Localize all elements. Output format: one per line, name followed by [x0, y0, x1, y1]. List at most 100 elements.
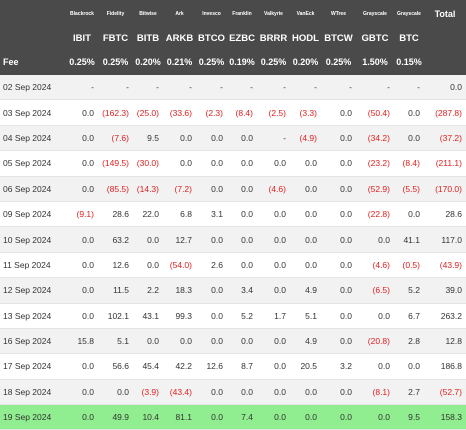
flow-cell: 0.0: [321, 404, 356, 430]
fee-cell: 0.25%: [66, 49, 98, 75]
ticker-header: FBTC: [98, 28, 133, 49]
flow-cell: 8.7: [227, 353, 257, 380]
flow-cell: 0.0: [133, 226, 163, 253]
issuer-header: Valkyrie: [257, 0, 290, 28]
flow-cell: 0.0: [257, 226, 290, 253]
flow-cell: -: [98, 75, 133, 101]
flow-cell: 4.9: [290, 328, 321, 355]
flow-cell: 0.0: [321, 379, 356, 406]
flow-cell: 0.0: [321, 201, 356, 228]
table-row: 10 Sep 2024 0.0 63.2 0.0 12.7 0.0 0.0 0.0 0.0 0.0…: [0, 226, 466, 253]
flow-cell: 0.0: [290, 252, 321, 279]
flow-cell: -: [356, 75, 394, 101]
corner-cell: [0, 28, 66, 49]
flow-cell: 0.0: [66, 226, 98, 253]
flow-cell: 0.0: [257, 201, 290, 228]
ticker-header: GBTC: [356, 28, 394, 49]
flow-cell: 5.1: [290, 303, 321, 329]
fee-total-cell: [424, 49, 466, 75]
flow-cell: 49.9: [98, 404, 133, 430]
flow-cell: 3.1: [196, 201, 227, 228]
flow-cell: 0.0: [227, 328, 257, 355]
flow-cell: 0.0: [196, 150, 227, 177]
flow-cell: (8.4): [227, 99, 257, 126]
date-cell: 12 Sep 2024: [0, 277, 66, 304]
issuer-header: Bitwise: [133, 0, 163, 28]
flow-cell: (4.9): [290, 125, 321, 152]
flow-cell: -: [257, 75, 290, 101]
flow-cell: (2.5): [257, 99, 290, 126]
flow-cell: (34.2): [356, 125, 394, 152]
flow-cell: 28.6: [98, 201, 133, 228]
total-cell: 0.0: [424, 75, 466, 101]
flow-cell: 41.1: [394, 226, 424, 253]
flow-cell: 0.0: [66, 353, 98, 380]
date-cell: 11 Sep 2024: [0, 252, 66, 279]
ticker-header: ARKB: [163, 28, 196, 49]
flow-cell: (30.0): [133, 150, 163, 177]
issuer-header: Grayscale: [394, 0, 424, 28]
flow-cell: 45.4: [133, 353, 163, 380]
fee-row: Fee 0.25% 0.25% 0.20% 0.21% 0.25% 0.19% …: [0, 49, 466, 75]
flow-cell: 0.0: [227, 176, 257, 202]
total-header: Total: [424, 0, 466, 28]
ticker-header: HODL: [290, 28, 321, 49]
fee-cell: 0.21%: [163, 49, 196, 75]
date-cell: 18 Sep 2024: [0, 379, 66, 406]
flow-cell: 0.0: [321, 226, 356, 253]
flow-cell: 10.4: [133, 404, 163, 430]
flow-cell: 0.0: [227, 201, 257, 228]
flow-cell: 0.0: [290, 150, 321, 177]
flow-cell: 20.5: [290, 353, 321, 380]
flow-cell: (7.6): [98, 125, 133, 152]
flow-cell: 0.0: [257, 328, 290, 355]
flow-cell: 2.6: [196, 252, 227, 279]
flow-cell: (2.3): [196, 99, 227, 126]
flow-cell: 0.0: [321, 176, 356, 202]
flow-cell: (4.6): [257, 176, 290, 202]
flow-cell: 0.0: [66, 379, 98, 406]
flow-cell: 0.0: [66, 277, 98, 304]
flow-cell: 0.0: [66, 99, 98, 126]
flow-cell: 6.7: [394, 303, 424, 329]
fee-cell: 0.15%: [394, 49, 424, 75]
flow-cell: -: [290, 75, 321, 101]
flow-cell: 42.2: [163, 353, 196, 380]
date-cell: 02 Sep 2024: [0, 75, 66, 101]
table-row: 05 Sep 2024 0.0 (149.5) (30.0) 0.0 0.0 0.0 0.0 0…: [0, 150, 466, 177]
flow-cell: 5.2: [394, 277, 424, 304]
table-row: 02 Sep 2024- - - - - - - - - - -0.0: [0, 75, 466, 101]
flow-cell: (5.5): [394, 176, 424, 202]
flow-cell: (8.1): [356, 379, 394, 406]
issuer-header: Invesco: [196, 0, 227, 28]
total-cell: (52.7): [424, 379, 466, 406]
flow-cell: 0.0: [196, 125, 227, 152]
flow-cell: (85.5): [98, 176, 133, 202]
total-cell: (37.2): [424, 125, 466, 152]
table-row: 04 Sep 2024 0.0 (7.6) 9.5 0.0 0.0 0.0- (4.9) 0.0…: [0, 125, 466, 152]
fee-cell: 0.25%: [321, 49, 356, 75]
issuer-header: WTree: [321, 0, 356, 28]
flow-cell: 15.8: [66, 328, 98, 355]
table-row: 11 Sep 2024 0.0 12.6 0.0 (54.0) 2.6 0.0 0.0 0.0 0…: [0, 252, 466, 279]
flow-cell: 0.0: [394, 353, 424, 380]
table-row: 17 Sep 2024 0.0 56.6 45.4 42.2 12.6 8.7 0.0 20.5…: [0, 353, 466, 380]
flow-cell: 0.0: [163, 328, 196, 355]
issuer-header: Fidelity: [98, 0, 133, 28]
flow-cell: 22.0: [133, 201, 163, 228]
flow-cell: -: [133, 75, 163, 101]
flow-cell: 63.2: [98, 226, 133, 253]
flow-cell: -: [227, 75, 257, 101]
flow-cell: 56.6: [98, 353, 133, 380]
flow-cell: 0.0: [356, 303, 394, 329]
flow-cell: (25.0): [133, 99, 163, 126]
flow-cell: 0.0: [394, 99, 424, 126]
table-row: 13 Sep 2024 0.0 102.1 43.1 99.3 0.0 5.2 1.7 5.1 0…: [0, 303, 466, 329]
table-row: 06 Sep 2024 0.0 (85.5) (14.3) (7.2) 0.0 0.0 (4.…: [0, 176, 466, 202]
flow-cell: 0.0: [394, 125, 424, 152]
flow-cell: 5.1: [98, 328, 133, 355]
issuer-header: Blackrock: [66, 0, 98, 28]
flow-cell: 43.1: [133, 303, 163, 329]
flow-cell: 0.0: [290, 201, 321, 228]
